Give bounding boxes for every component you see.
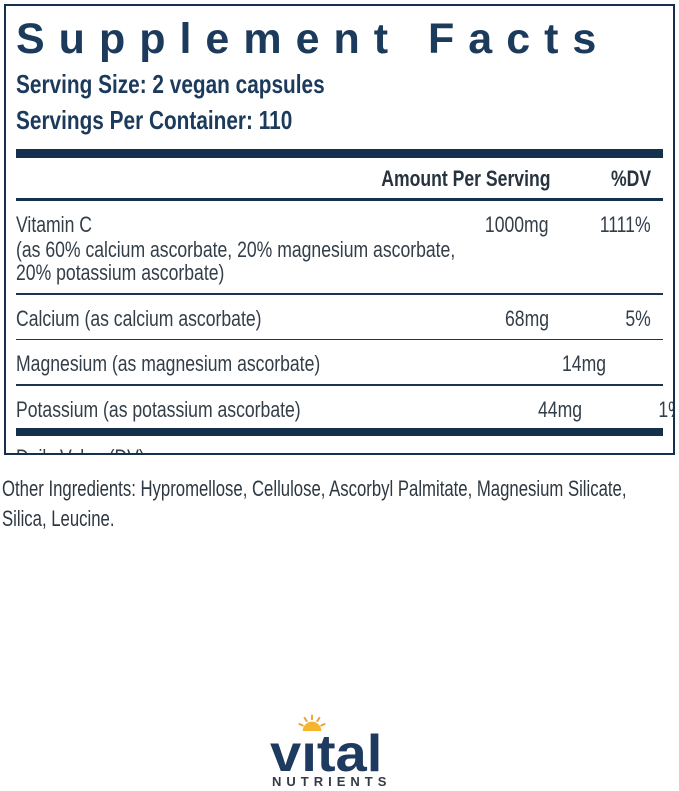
servings-per-container-text: Servings Per Container: 110 xyxy=(16,105,293,135)
divider-under-header xyxy=(16,198,663,201)
table-row-calcium: Calcium (as calcium ascorbate) 68mg 5% xyxy=(16,295,663,339)
divider-thick-top xyxy=(16,149,663,158)
header-percent-dv: %DV xyxy=(610,166,651,191)
nutrient-detail-line: 20% potassium ascorbate) xyxy=(16,260,225,285)
nutrient-amount: 68mg xyxy=(504,305,549,331)
nutrient-dv: 1% xyxy=(658,396,673,422)
other-ingredients-line: Silica, Leucine. xyxy=(2,506,115,531)
nutrient-dv: 5% xyxy=(625,305,651,331)
logo-subtext: NUTRIENTS xyxy=(272,774,392,789)
logo-wordmark: vıtal xyxy=(270,725,383,783)
nutrient-amount: 14mg xyxy=(562,351,607,376)
table-header-row: Amount Per Serving %DV xyxy=(16,158,663,198)
nutrient-amount: 44mg xyxy=(537,396,582,422)
serving-size-text: Serving Size: 2 vegan capsules xyxy=(16,69,325,99)
nutrient-name: Magnesium (as magnesium ascorbate) xyxy=(16,351,321,376)
servings-per-container: Servings Per Container: 110 xyxy=(16,106,663,134)
table-row-potassium: Potassium (as potassium ascorbate) 44mg … xyxy=(16,386,673,428)
other-ingredients: Other Ingredients: Hypromellose, Cellulo… xyxy=(2,474,656,534)
nutrient-dv: 1111% xyxy=(600,212,651,237)
serving-size: Serving Size: 2 vegan capsules xyxy=(16,70,663,98)
sun-icon xyxy=(298,714,326,731)
nutrient-name: Potassium (as potassium ascorbate) xyxy=(16,396,301,422)
divider-thick-bottom xyxy=(16,427,663,436)
row-divider xyxy=(16,338,663,340)
nutrient-dv: 3% xyxy=(606,351,673,377)
nutrient-detail-line: (as 60% calcium ascorbate, 20% magnesium… xyxy=(16,237,456,262)
header-amount-per-serving: Amount Per Serving xyxy=(381,166,551,191)
daily-value-footnote: Daily Value (DV) xyxy=(16,436,663,454)
other-ingredients-line: Other Ingredients: Hypromellose, Cellulo… xyxy=(2,476,627,501)
panel-title: Supplement Facts xyxy=(16,15,611,63)
supplement-facts-panel: Supplement Facts Serving Size: 2 vegan c… xyxy=(4,4,675,455)
table-row-vitamin-c: Vitamin C 1000mg 1111% (as 60% calcium a… xyxy=(16,201,663,293)
row-divider xyxy=(16,384,663,386)
nutrient-name: Calcium (as calcium ascorbate) xyxy=(16,305,262,331)
row-divider xyxy=(16,293,663,295)
vital-nutrients-logo: vıtal NUTRIENTS xyxy=(270,712,430,791)
table-row-magnesium: Magnesium (as magnesium ascorbate) 14mg … xyxy=(16,340,663,384)
nutrient-amount: 1000mg xyxy=(485,212,549,237)
nutrient-name: Vitamin C xyxy=(16,212,92,237)
